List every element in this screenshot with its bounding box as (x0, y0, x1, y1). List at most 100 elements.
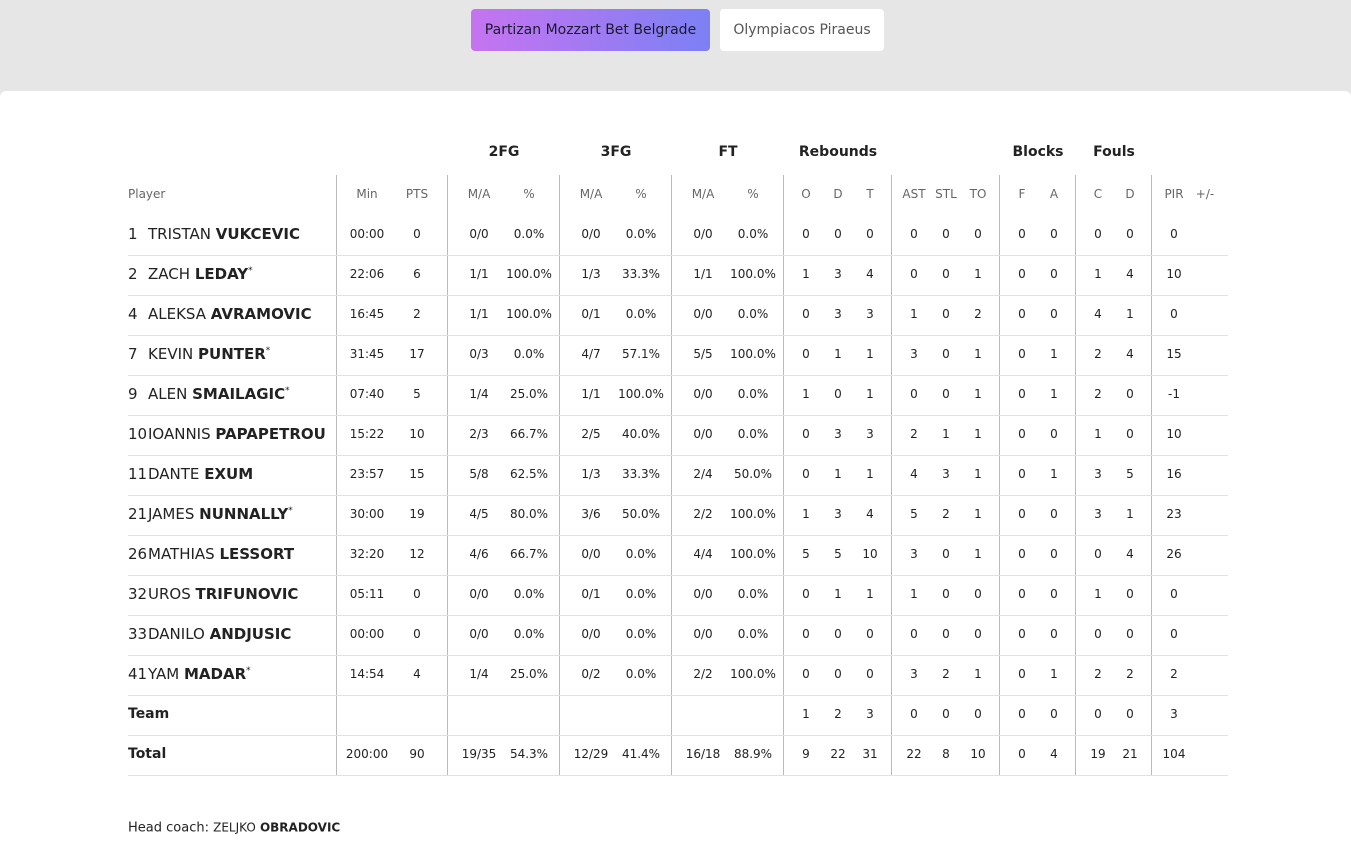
cell: 0 (1170, 627, 1178, 641)
group-header: FT (718, 144, 738, 160)
cell: 1 (974, 467, 982, 481)
cell: 90 (409, 747, 425, 761)
cell: 0 (1018, 267, 1026, 281)
player-last: SMAILAGIC (192, 385, 286, 403)
cell: 3 (1094, 507, 1102, 521)
player-last: PUNTER (198, 345, 266, 363)
cell: 3 (866, 307, 874, 321)
column-header: PTS (405, 187, 429, 201)
column-separator (999, 175, 1000, 775)
player-last: ANDJUSIC (209, 625, 292, 643)
starter-mark: * (288, 506, 293, 516)
player-number: 33 (128, 625, 148, 643)
cell: 1 (1094, 427, 1102, 441)
cell: 0/0 (693, 587, 713, 601)
cell: 1 (1126, 307, 1134, 321)
cell: 0 (974, 587, 982, 601)
player-first: UROS (148, 585, 191, 603)
player-number: 4 (128, 305, 138, 323)
cell: 1 (974, 387, 982, 401)
cell: 0 (1018, 227, 1026, 241)
cell: 0 (974, 707, 982, 721)
cell: 0 (1170, 307, 1178, 321)
cell: 1 (974, 507, 982, 521)
cell: 0 (834, 667, 842, 681)
starter-mark: * (246, 666, 251, 676)
cell: 0 (1018, 387, 1026, 401)
cell: 0/0 (693, 427, 713, 441)
cell: 1 (802, 387, 810, 401)
player-first: IOANNIS (148, 425, 211, 443)
cell: 4 (866, 267, 874, 281)
cell: 0 (413, 627, 421, 641)
player-last: EXUM (204, 465, 254, 483)
cell: 05:11 (349, 587, 385, 601)
player-number: 1 (128, 225, 138, 243)
player-first: MATHIAS (148, 545, 215, 563)
cell: 0 (802, 587, 810, 601)
group-header: Rebounds (798, 144, 878, 160)
cell: 33.3% (621, 267, 661, 281)
column-header: Min (356, 187, 378, 201)
player-number: 7 (128, 345, 138, 363)
cell: 32:20 (349, 547, 385, 561)
cell: 4/4 (693, 547, 713, 561)
cell: 22 (906, 747, 922, 761)
cell: 1 (866, 387, 874, 401)
cell: 0.0% (737, 307, 769, 321)
cell: 5 (910, 507, 918, 521)
cell: 31 (862, 747, 878, 761)
cell: 10 (970, 747, 986, 761)
cell: 1 (866, 587, 874, 601)
cell: 0.0% (625, 667, 657, 681)
cell: 4 (910, 467, 918, 481)
cell: 0 (1050, 627, 1058, 641)
cell: 3 (910, 667, 918, 681)
column-header: TO (969, 187, 987, 201)
cell: 0 (1018, 587, 1026, 601)
cell: 19 (1090, 747, 1106, 761)
cell: 0 (942, 307, 950, 321)
cell: 0.0% (737, 627, 769, 641)
cell: 1 (974, 667, 982, 681)
cell: 0 (1018, 507, 1026, 521)
cell: 0 (834, 627, 842, 641)
player-name: 4 ALEKSA AVRAMOVIC (128, 305, 312, 323)
cell: 5 (413, 387, 421, 401)
cell: 1 (866, 347, 874, 361)
cell: 100.0% (730, 347, 776, 361)
column-header: O (801, 187, 811, 201)
cell: 9 (802, 747, 810, 761)
cell: 4/6 (469, 547, 489, 561)
cell: 66.7% (509, 427, 549, 441)
row-line (128, 455, 1228, 456)
cell: 0 (802, 307, 810, 321)
cell: 0 (1050, 267, 1058, 281)
cell: 0 (1094, 547, 1102, 561)
cell: 4 (1126, 267, 1134, 281)
cell: 1/1 (469, 267, 489, 281)
cell: 2/2 (693, 667, 713, 681)
cell: 0 (942, 387, 950, 401)
player-number: 41 (128, 665, 148, 683)
cell: 1/1 (693, 267, 713, 281)
row-line (128, 375, 1228, 376)
team-tab[interactable]: Partizan Mozzart Bet Belgrade (471, 9, 710, 51)
player-number: 9 (128, 385, 138, 403)
cell: 50.0% (621, 507, 661, 521)
player-first: YAM (148, 665, 180, 683)
cell: 1 (974, 427, 982, 441)
cell: 0 (834, 387, 842, 401)
cell: 1 (834, 587, 842, 601)
cell: 1 (1094, 267, 1102, 281)
team-tab[interactable]: Olympiacos Piraeus (720, 9, 884, 51)
cell: 0.0% (737, 227, 769, 241)
player-first: TRISTAN (148, 225, 212, 243)
cell: 1 (1050, 667, 1058, 681)
cell: 3 (834, 307, 842, 321)
cell: 80.0% (509, 507, 549, 521)
column-separator (671, 175, 672, 775)
cell: 0 (942, 627, 950, 641)
column-separator (1075, 175, 1076, 775)
